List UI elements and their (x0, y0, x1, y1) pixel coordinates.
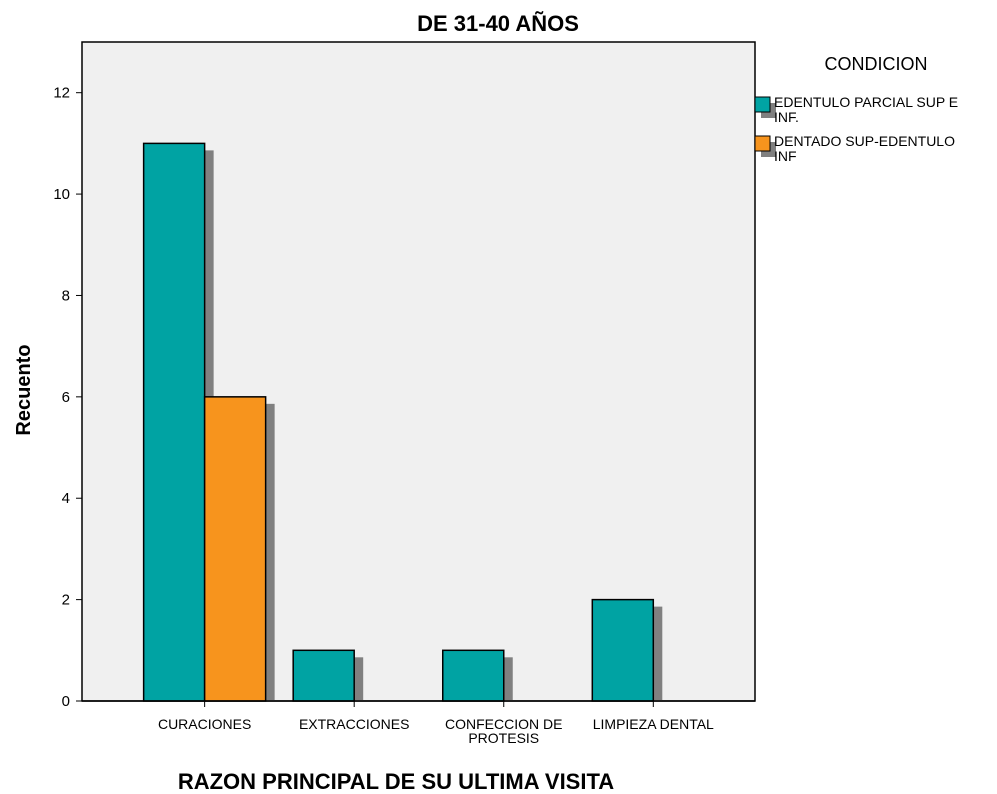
bar (142, 142, 206, 702)
x-tick-label: LIMPIEZA DENTAL (593, 716, 714, 732)
bar (591, 598, 655, 702)
x-tick-label: EXTRACCIONES (299, 716, 409, 732)
y-tick-label: 4 (62, 490, 70, 507)
y-tick-label: 0 (62, 693, 70, 710)
x-axis: CURACIONES EXTRACCIONES CONFECCION DEPROTE… (158, 701, 714, 746)
bars (82, 142, 755, 702)
bar (203, 396, 267, 702)
legend-swatch (754, 135, 771, 152)
y-tick-label: 6 (62, 389, 70, 406)
y-tick-label: 8 (62, 287, 70, 304)
legend-title: CONDICION (825, 54, 928, 74)
x-tick-label: PROTESIS (468, 730, 539, 746)
x-tick-label: CURACIONES (158, 716, 251, 732)
legend-label: EDENTULO PARCIAL SUP E (774, 94, 958, 110)
y-axis: 0 2 4 6 8 10 12 (53, 85, 82, 710)
bar (441, 649, 505, 702)
chart-title: DE 31-40 AÑOS (417, 11, 579, 36)
legend-label: INF (774, 148, 797, 164)
y-axis-label: Recuento (13, 344, 35, 435)
legend-label: DENTADO SUP-EDENTULO (774, 133, 955, 149)
bar (292, 649, 355, 702)
y-tick-label: 2 (62, 592, 70, 609)
x-axis-label: RAZON PRINCIPAL DE SU ULTIMA VISITA (178, 769, 614, 794)
legend-swatch (754, 96, 771, 113)
x-tick-label: CONFECCION DE (445, 716, 562, 732)
y-tick-label: 12 (53, 85, 70, 102)
legend-label: INF. (774, 109, 799, 125)
y-tick-label: 10 (53, 186, 70, 203)
